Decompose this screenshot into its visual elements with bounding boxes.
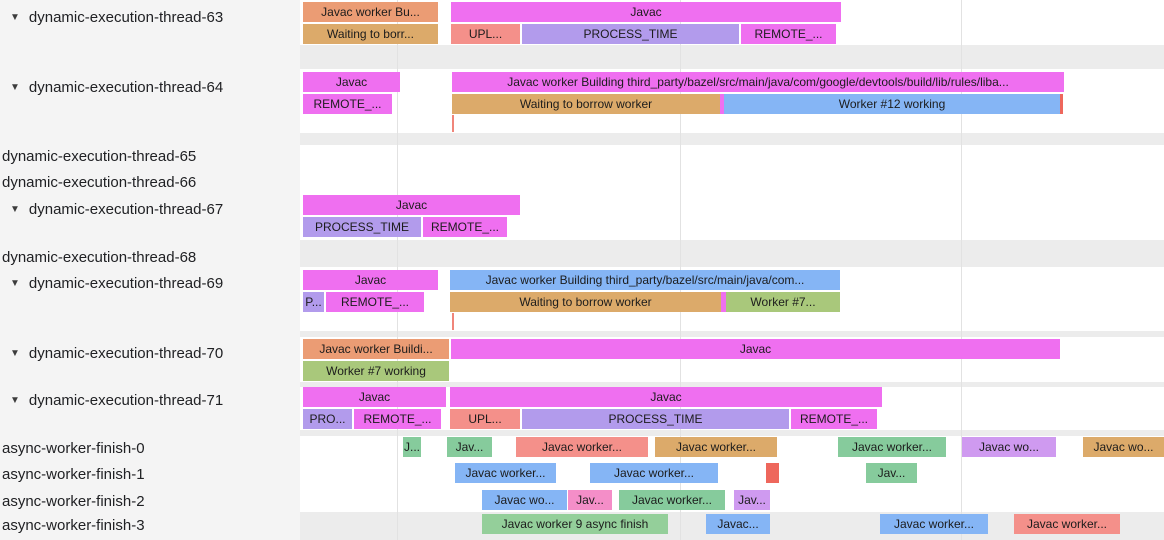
thread-row-label[interactable]: async-worker-finish-3 bbox=[0, 514, 145, 536]
thread-name: async-worker-finish-3 bbox=[2, 516, 145, 534]
trace-span[interactable]: Javac worker... bbox=[838, 437, 946, 457]
collapse-triangle-icon[interactable]: ▼ bbox=[10, 347, 20, 359]
trace-span[interactable]: Javac bbox=[303, 387, 446, 407]
thread-row-label[interactable]: ▼ dynamic-execution-thread-70 bbox=[0, 342, 223, 364]
trace-span[interactable]: REMOTE_... bbox=[423, 217, 507, 237]
trace-span[interactable]: Jav... bbox=[866, 463, 917, 483]
trace-span[interactable]: Javac bbox=[450, 387, 882, 407]
row-band bbox=[300, 133, 1164, 145]
thread-row-label[interactable]: async-worker-finish-0 bbox=[0, 437, 145, 459]
collapse-triangle-icon[interactable]: ▼ bbox=[10, 11, 20, 23]
thread-row-label[interactable]: ▼ dynamic-execution-thread-71 bbox=[0, 389, 223, 411]
trace-span[interactable]: Javac bbox=[303, 270, 438, 290]
trace-span[interactable]: PRO... bbox=[303, 409, 352, 429]
thread-row-label[interactable]: dynamic-execution-thread-68 bbox=[0, 246, 196, 268]
trace-span[interactable]: REMOTE_... bbox=[326, 292, 424, 312]
trace-span[interactable]: Javac worker... bbox=[655, 437, 777, 457]
thread-label-column-background bbox=[0, 0, 300, 540]
thread-name: dynamic-execution-thread-71 bbox=[28, 391, 224, 409]
trace-span[interactable]: REMOTE_... bbox=[791, 409, 877, 429]
thread-row-label[interactable]: dynamic-execution-thread-66 bbox=[0, 171, 196, 193]
trace-span[interactable]: REMOTE_... bbox=[354, 409, 441, 429]
trace-span[interactable]: Jav... bbox=[568, 490, 612, 510]
thread-name: dynamic-execution-thread-70 bbox=[28, 344, 224, 362]
trace-span[interactable]: Javac wo... bbox=[482, 490, 567, 510]
thread-row-label[interactable]: ▼ dynamic-execution-thread-67 bbox=[0, 198, 223, 220]
thread-name: async-worker-finish-2 bbox=[2, 492, 145, 510]
thread-name: dynamic-execution-thread-63 bbox=[28, 8, 224, 26]
thread-row-label[interactable]: ▼ dynamic-execution-thread-64 bbox=[0, 76, 223, 98]
trace-span[interactable]: Javac worker... bbox=[455, 463, 556, 483]
row-band bbox=[300, 240, 1164, 267]
row-band bbox=[300, 331, 1164, 337]
trace-span[interactable] bbox=[766, 463, 779, 483]
trace-span[interactable]: Waiting to borrow worker bbox=[452, 94, 720, 114]
trace-span[interactable]: Javac worker... bbox=[619, 490, 725, 510]
trace-span[interactable] bbox=[720, 94, 724, 114]
row-band bbox=[300, 45, 1164, 69]
trace-span[interactable]: Javac wo... bbox=[1083, 437, 1164, 457]
thread-name: dynamic-execution-thread-64 bbox=[28, 78, 224, 96]
thread-name: dynamic-execution-thread-69 bbox=[28, 274, 224, 292]
tick-mark bbox=[452, 115, 454, 132]
thread-row-label[interactable]: ▼ dynamic-execution-thread-69 bbox=[0, 272, 223, 294]
trace-span[interactable]: UPL... bbox=[451, 24, 520, 44]
thread-row-label[interactable]: async-worker-finish-2 bbox=[0, 490, 145, 512]
trace-span[interactable]: REMOTE_... bbox=[741, 24, 836, 44]
trace-span[interactable]: PROCESS_TIME bbox=[522, 24, 739, 44]
collapse-triangle-icon[interactable]: ▼ bbox=[10, 277, 20, 289]
trace-span[interactable]: Javac worker Buildi... bbox=[303, 339, 449, 359]
trace-span[interactable]: PROCESS_TIME bbox=[522, 409, 789, 429]
thread-name: dynamic-execution-thread-68 bbox=[2, 248, 197, 266]
trace-span[interactable]: Jav... bbox=[734, 490, 770, 510]
thread-name: dynamic-execution-thread-67 bbox=[28, 200, 224, 218]
trace-span[interactable]: Worker #7... bbox=[726, 292, 840, 312]
trace-span[interactable]: Javac bbox=[303, 195, 520, 215]
collapse-triangle-icon[interactable]: ▼ bbox=[10, 203, 20, 215]
collapse-triangle-icon[interactable]: ▼ bbox=[10, 394, 20, 406]
thread-row-label[interactable]: async-worker-finish-1 bbox=[0, 463, 145, 485]
trace-span[interactable]: UPL... bbox=[450, 409, 520, 429]
trace-span[interactable]: Javac worker... bbox=[590, 463, 718, 483]
trace-span[interactable]: Javac worker... bbox=[1014, 514, 1120, 534]
trace-span[interactable]: Worker #7 working bbox=[303, 361, 449, 381]
collapse-triangle-icon[interactable]: ▼ bbox=[10, 81, 20, 93]
trace-span[interactable]: Waiting to borrow worker bbox=[450, 292, 721, 312]
thread-name: async-worker-finish-1 bbox=[2, 465, 145, 483]
trace-span[interactable]: Javac... bbox=[706, 514, 770, 534]
thread-name: dynamic-execution-thread-66 bbox=[2, 173, 197, 191]
trace-span[interactable] bbox=[1060, 94, 1063, 114]
trace-span[interactable]: Javac bbox=[303, 72, 400, 92]
trace-span[interactable]: Worker #12 working bbox=[724, 94, 1060, 114]
trace-span[interactable]: Javac bbox=[451, 339, 1060, 359]
row-band bbox=[300, 430, 1164, 436]
trace-span[interactable]: Waiting to borr... bbox=[303, 24, 438, 44]
thread-row-label[interactable]: dynamic-execution-thread-65 bbox=[0, 145, 196, 167]
trace-span[interactable]: P... bbox=[303, 292, 324, 312]
trace-span[interactable]: Javac worker Building third_party/bazel/… bbox=[450, 270, 840, 290]
trace-span[interactable]: Javac worker... bbox=[880, 514, 988, 534]
time-gridline bbox=[961, 0, 962, 540]
trace-span[interactable]: Javac bbox=[451, 2, 841, 22]
trace-span[interactable]: J... bbox=[403, 437, 421, 457]
trace-span[interactable]: Javac worker Bu... bbox=[303, 2, 438, 22]
thread-name: dynamic-execution-thread-65 bbox=[2, 147, 197, 165]
trace-span[interactable] bbox=[721, 292, 726, 312]
trace-span[interactable]: Javac worker 9 async finish bbox=[482, 514, 668, 534]
trace-span[interactable]: Javac wo... bbox=[962, 437, 1056, 457]
trace-span[interactable]: PROCESS_TIME bbox=[303, 217, 421, 237]
thread-row-label[interactable]: ▼ dynamic-execution-thread-63 bbox=[0, 6, 223, 28]
trace-span[interactable]: Javac worker... bbox=[516, 437, 648, 457]
row-band bbox=[300, 382, 1164, 387]
trace-span[interactable]: REMOTE_... bbox=[303, 94, 392, 114]
trace-span[interactable]: Jav... bbox=[447, 437, 492, 457]
thread-name: async-worker-finish-0 bbox=[2, 439, 145, 457]
trace-span[interactable]: Javac worker Building third_party/bazel/… bbox=[452, 72, 1064, 92]
tick-mark bbox=[452, 313, 454, 330]
